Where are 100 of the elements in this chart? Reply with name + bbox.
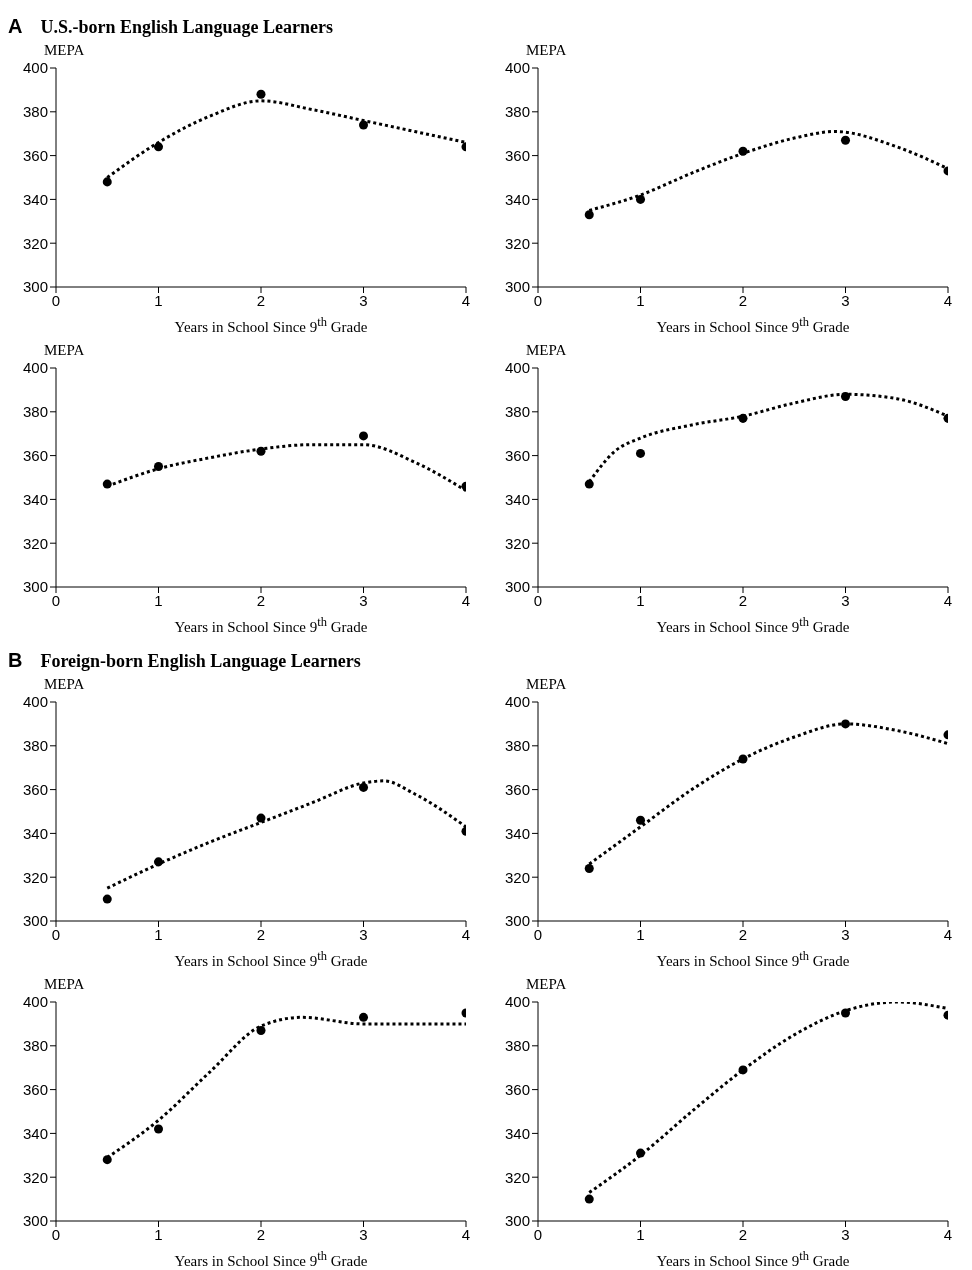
point [738,146,748,156]
y-tick-label: 300 [504,1212,530,1230]
point [358,120,369,130]
y-tick-label: 400 [504,993,530,1011]
y-tick-label: 400 [504,359,530,377]
y-axis-title: MEPA [44,42,86,60]
x-tick-label: 1 [154,1225,163,1243]
y-tick-label: 300 [504,912,530,930]
chart-title: U.S.-born English Language Learners [40,17,333,38]
y-axis-title: MEPA [526,342,568,360]
y-tick-label: 380 [22,737,48,755]
y-tick-label: 340 [22,190,48,208]
y-tick-label: 300 [504,578,530,596]
x-tick-label: 3 [359,591,368,609]
y-tick-label: 360 [22,1080,48,1098]
x-tick-label: 2 [738,925,748,943]
y-tick-label: 320 [22,868,48,886]
y-tick-label: 340 [504,1124,530,1142]
x-tick-label: 1 [636,291,645,309]
x-tick-label: 3 [841,1225,850,1243]
x-axis-title: Years in School Since 9$^{th}$ Grade [173,315,369,336]
x-tick-label: 4 [461,925,471,943]
y-tick-label: 320 [504,534,530,552]
y-tick-label: 320 [504,234,530,252]
x-tick-label: 4 [943,291,953,309]
chart-title: Foreign-born English Language Learners [40,651,361,672]
point [256,89,266,99]
y-tick-label: 320 [22,1168,48,1186]
x-tick-label: 1 [154,925,163,943]
y-tick-label: 380 [504,1037,530,1055]
x-tick-label: 3 [359,1225,368,1243]
y-tick-label: 340 [504,824,530,842]
x-tick-label: 0 [51,591,61,609]
point [840,1008,851,1018]
y-tick-label: 320 [22,234,48,252]
point [102,894,112,904]
x-tick-label: 1 [154,591,163,609]
y-tick-label: 340 [504,490,530,508]
point [358,431,369,441]
y-tick-label: 360 [22,446,48,464]
x-axis-title: Years in School Since 9$^{th}$ Grade [655,315,851,336]
y-tick-label: 320 [22,534,48,552]
y-tick-label: 400 [22,993,48,1011]
y-tick-label: 380 [22,1037,48,1055]
x-tick-label: 0 [51,291,61,309]
y-tick-label: 380 [504,103,530,121]
point [635,815,646,825]
x-tick-label: 3 [359,291,368,309]
point [358,1012,369,1022]
point [584,1194,594,1204]
x-axis-title: Years in School Since 9$^{th}$ Grade [173,1249,369,1270]
point [584,210,594,220]
y-tick-label: 380 [504,737,530,755]
x-tick-label: 2 [256,591,266,609]
y-tick-label: 360 [22,780,48,798]
x-tick-label: 3 [359,925,368,943]
y-axis-title: MEPA [44,342,86,360]
x-axis-title: Years in School Since 9$^{th}$ Grade [655,949,851,970]
text: B [8,649,23,672]
y-tick-label: 340 [22,1124,48,1142]
y-tick-label: 300 [22,912,48,930]
x-tick-label: 1 [154,291,163,309]
y-tick-label: 400 [22,59,48,77]
y-tick-label: 360 [504,446,530,464]
y-tick-label: 380 [22,403,48,421]
point [635,194,646,204]
point [840,719,851,729]
y-tick-label: 380 [504,403,530,421]
x-tick-label: 0 [51,925,61,943]
point [153,142,164,152]
x-tick-label: 3 [841,925,850,943]
y-tick-label: 320 [504,1168,530,1186]
point [102,177,112,187]
y-tick-label: 340 [22,490,48,508]
y-tick-label: 360 [504,1080,530,1098]
point [256,1025,266,1035]
point [635,1148,646,1158]
x-tick-label: 1 [636,591,645,609]
x-tick-label: 1 [636,925,645,943]
x-tick-label: 3 [841,291,850,309]
line-series [105,779,466,890]
point [256,813,266,823]
y-tick-label: 300 [22,1212,48,1230]
point [153,462,164,472]
point [358,782,369,792]
x-tick-label: 2 [256,291,266,309]
point [153,857,164,867]
x-axis-title: Years in School Since 9$^{th}$ Grade [655,615,851,636]
x-tick-label: 2 [738,1225,748,1243]
x-axis-title: Years in School Since 9$^{th}$ Grade [173,949,369,970]
x-tick-label: 0 [533,925,543,943]
x-tick-label: 4 [943,925,953,943]
x-tick-label: 4 [943,1225,953,1243]
y-axis-title: MEPA [526,42,568,60]
y-tick-label: 300 [22,578,48,596]
y-tick-label: 400 [22,693,48,711]
y-axis-title: MEPA [44,676,86,694]
y-tick-label: 300 [504,278,530,296]
point [840,391,851,401]
y-axis-title: MEPA [44,976,86,994]
